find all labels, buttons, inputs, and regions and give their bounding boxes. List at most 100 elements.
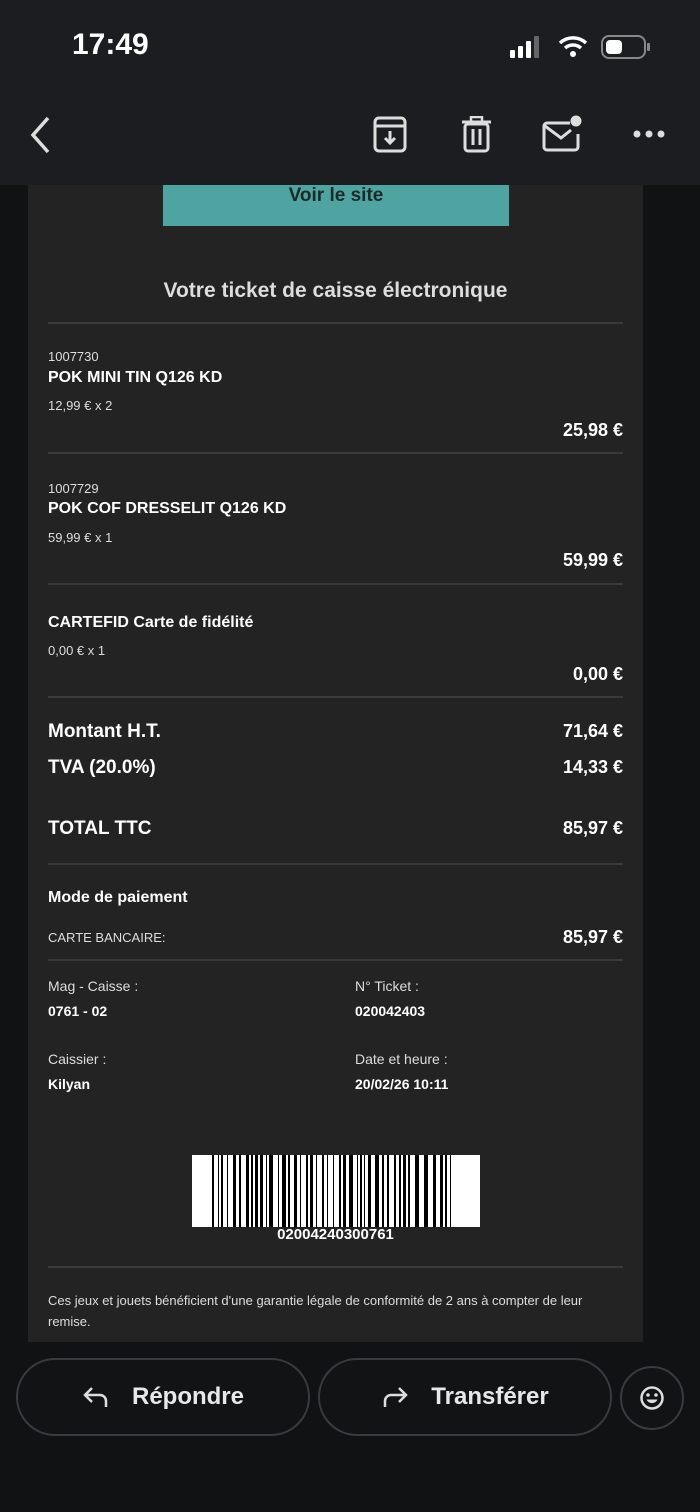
- barcode-bar: [440, 1155, 443, 1227]
- barcode-bar: [368, 1155, 371, 1227]
- payment-heading: Mode de paiement: [48, 889, 188, 906]
- barcode-bar: [227, 1155, 228, 1227]
- trash-icon[interactable]: [460, 116, 494, 154]
- item-total: 25,98 €: [562, 420, 623, 440]
- item-name: POK COF DRESSELIT Q126 KD: [48, 500, 287, 517]
- barcode-bar: [233, 1155, 236, 1227]
- barcode-bar: [349, 1155, 353, 1227]
- subtotal-value: 71,64 €: [562, 721, 623, 741]
- item-code: 1007730: [48, 349, 99, 364]
- reply-icon: [83, 1387, 108, 1407]
- barcode-bar: [282, 1155, 286, 1227]
- barcode-bar: [316, 1155, 317, 1227]
- item-total: 59,99 €: [562, 550, 623, 570]
- top-bar: 17:49: [0, 0, 700, 185]
- barcode-bar: [246, 1155, 249, 1227]
- barcode-bar: [221, 1155, 223, 1227]
- divider: [48, 1266, 623, 1268]
- barcode-bar: [357, 1155, 358, 1227]
- barcode-bar: [364, 1155, 365, 1227]
- divider: [48, 696, 623, 698]
- signal-icon: [510, 36, 539, 58]
- total-value: 85,97 €: [562, 818, 623, 838]
- divider: [48, 959, 623, 961]
- barcode-bar: [251, 1155, 253, 1227]
- reply-button[interactable]: Répondre: [16, 1358, 310, 1436]
- barcode-bar: [218, 1155, 219, 1227]
- barcode-bar: [255, 1155, 258, 1227]
- barcode-bar: [382, 1155, 384, 1227]
- barcode-bar: [288, 1155, 290, 1227]
- item-name: CARTEFID Carte de fidélité: [48, 614, 254, 631]
- reaction-button[interactable]: [620, 1366, 684, 1430]
- cashier-label: Caissier :: [48, 1051, 107, 1067]
- barcode-bar: [339, 1155, 341, 1227]
- item-unit-price: 59,99 € x 1: [48, 530, 113, 545]
- store-value: 0761 - 02: [48, 1003, 108, 1019]
- barcode-image: [192, 1155, 480, 1227]
- barcode-bar: [300, 1155, 301, 1227]
- barcode-bar: [239, 1155, 241, 1227]
- barcode-bar: [445, 1155, 447, 1227]
- barcode-bar: [294, 1155, 297, 1227]
- battery-icon: [601, 35, 650, 59]
- barcode-bar: [266, 1155, 267, 1227]
- barcode-bar: [403, 1155, 406, 1227]
- archive-icon[interactable]: [372, 116, 410, 154]
- barcode-number: 02004240300761: [277, 1226, 394, 1243]
- wifi-icon: [558, 36, 588, 57]
- reply-label: Répondre: [131, 1383, 244, 1410]
- forward-label: Transférer: [431, 1383, 549, 1410]
- ticket-label: N° Ticket :: [355, 978, 419, 994]
- barcode-bar: [433, 1155, 436, 1227]
- barcode-bar: [260, 1155, 263, 1227]
- emoji-icon: [640, 1386, 664, 1410]
- subtotal-label: Montant H.T.: [48, 721, 161, 742]
- date-label: Date et heure :: [355, 1051, 448, 1067]
- barcode-bar: [306, 1155, 308, 1227]
- barcode-bar: [387, 1155, 389, 1227]
- barcode-bar: [343, 1155, 346, 1227]
- forward-icon: [384, 1387, 409, 1407]
- receipt-title: Votre ticket de caisse électronique: [163, 279, 508, 302]
- payment-method: CARTE BANCAIRE:: [48, 930, 166, 945]
- more-icon[interactable]: [633, 128, 665, 140]
- receipt-card: Voir le site Votre ticket de caisse élec…: [28, 163, 643, 1342]
- divider: [48, 863, 623, 865]
- barcode-bar: [269, 1155, 273, 1227]
- forward-button[interactable]: Transférer: [318, 1358, 612, 1436]
- item-name: POK MINI TIN Q126 KD: [48, 369, 223, 386]
- barcode-bar: [399, 1155, 401, 1227]
- ticket-value: 020042403: [355, 1003, 426, 1019]
- total-label: TOTAL TTC: [48, 818, 152, 839]
- store-label: Mag - Caisse :: [48, 978, 139, 994]
- item-unit-price: 12,99 € x 2: [48, 398, 113, 413]
- payment-amount: 85,97 €: [562, 927, 623, 947]
- barcode-bar: [278, 1155, 279, 1227]
- barcode-bar: [212, 1155, 214, 1227]
- divider: [48, 452, 623, 454]
- cashier-value: Kilyan: [48, 1076, 91, 1092]
- vat-value: 14,33 €: [562, 757, 623, 777]
- item-code: 1007729: [48, 481, 99, 496]
- barcode-bar: [424, 1155, 428, 1227]
- barcode-bar: [408, 1155, 410, 1227]
- status-time: 17:49: [72, 28, 149, 61]
- date-value: 20/02/26 10:11: [355, 1076, 449, 1092]
- barcode-bar: [360, 1155, 362, 1227]
- divider: [48, 322, 623, 324]
- barcode-bar: [394, 1155, 396, 1227]
- barcode-bar: [310, 1155, 313, 1227]
- barcode-bar: [375, 1155, 379, 1227]
- divider: [48, 583, 623, 585]
- back-icon[interactable]: [28, 115, 54, 155]
- warranty-note: Ces jeux et jouets bénéficient d'une gar…: [48, 1293, 583, 1329]
- barcode-bar: [415, 1155, 419, 1227]
- barcode-bar: [333, 1155, 334, 1227]
- mark-unread-icon[interactable]: [542, 114, 584, 154]
- vat-label: TVA (20.0%): [48, 757, 156, 778]
- item-unit-price: 0,00 € x 1: [48, 643, 106, 658]
- barcode-bar: [327, 1155, 328, 1227]
- item-total: 0,00 €: [572, 664, 623, 684]
- barcode-bar: [450, 1155, 451, 1227]
